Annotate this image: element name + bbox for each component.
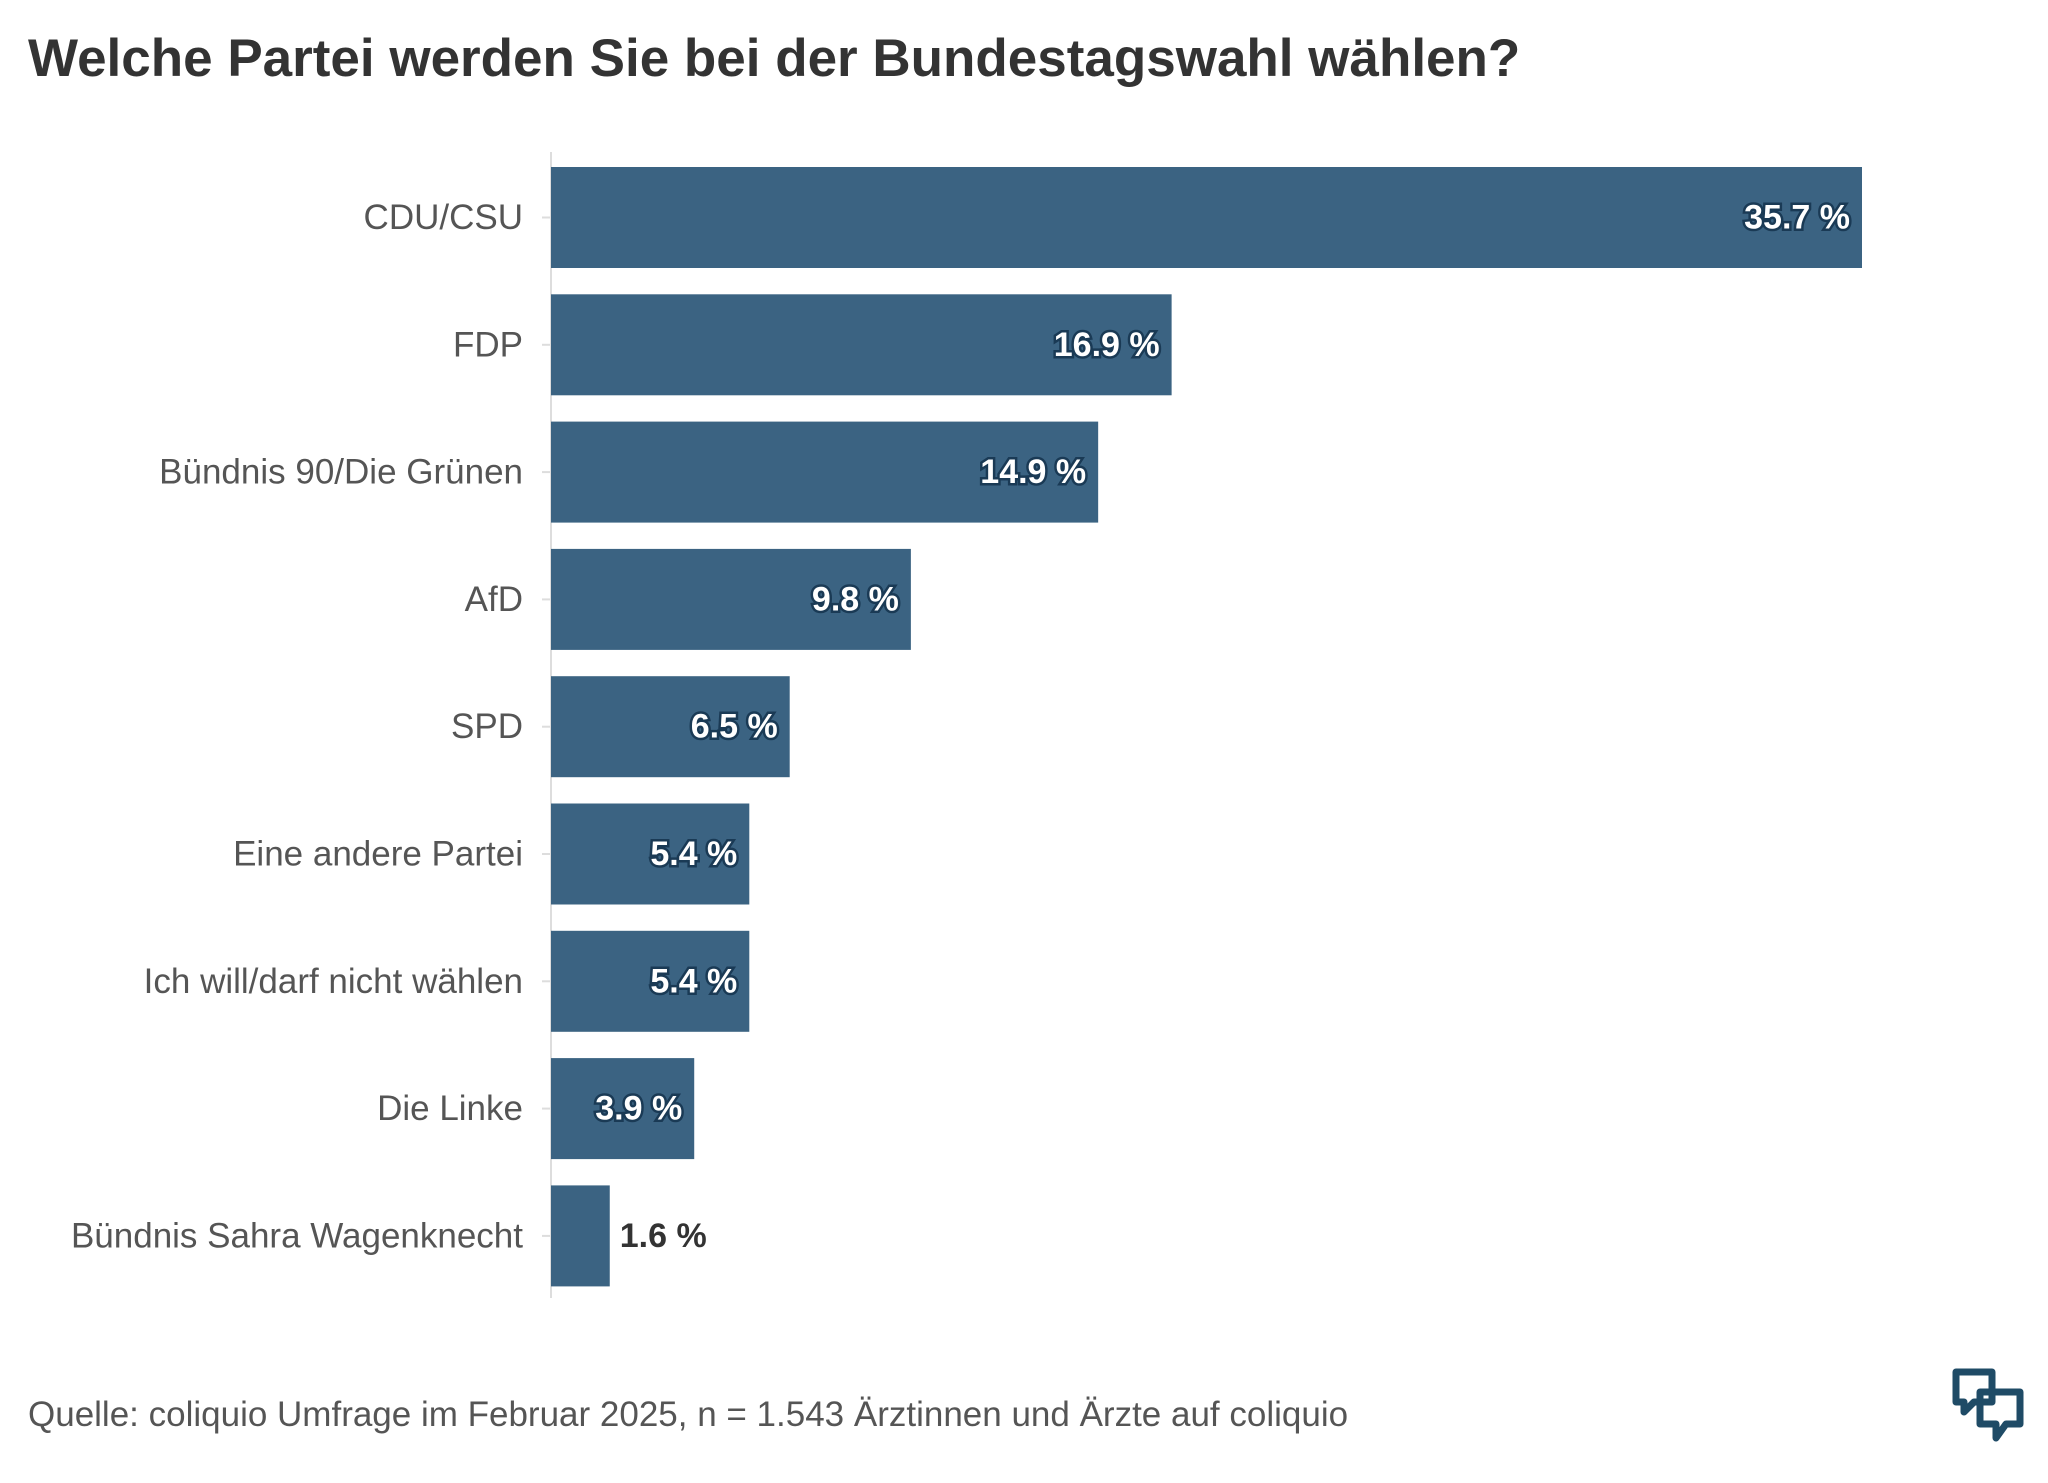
bar: [551, 167, 1862, 268]
bar: [551, 676, 790, 778]
category-label: SPD: [451, 707, 523, 746]
data-label: 6.5 %: [691, 708, 778, 746]
category-label: Bündnis Sahra Wagenknecht: [71, 1216, 523, 1255]
bar: [551, 1058, 695, 1160]
category-label: AfD: [465, 580, 523, 619]
bar-chart: CDU/CSU 35.7 % FDP 16.9 % Bündnis 90/Die Grü…: [71, 152, 1862, 1298]
category-label: Bündnis 90/Die Grünen: [159, 453, 523, 492]
data-label: 14.9 %: [980, 453, 1086, 491]
data-label: 1.6 %: [620, 1217, 707, 1255]
data-label: 35.7 %: [1744, 199, 1850, 237]
data-label: 9.8 %: [812, 580, 899, 618]
data-label: 5.4 %: [650, 962, 737, 1000]
source-note: Quelle: coliquio Umfrage im Februar 2025…: [28, 1395, 1349, 1434]
data-label: 3.9 %: [595, 1090, 682, 1128]
bar: [551, 294, 1172, 396]
bar: [551, 803, 750, 905]
category-label: Die Linke: [377, 1089, 523, 1128]
bar: [551, 930, 750, 1032]
data-label: 16.9 %: [1054, 326, 1160, 364]
data-label: 5.4 %: [650, 835, 737, 873]
bar: [551, 548, 911, 650]
category-label: CDU/CSU: [364, 198, 523, 237]
bar: [551, 421, 1099, 523]
category-label: Eine andere Partei: [233, 835, 523, 874]
coliquio-logo-icon: [1950, 1366, 2026, 1451]
category-label: FDP: [453, 325, 523, 364]
bar: [551, 1185, 610, 1287]
chart-title: Welche Partei werden Sie bei der Bundest…: [28, 29, 1521, 88]
category-label: Ich will/darf nicht wählen: [144, 962, 523, 1001]
